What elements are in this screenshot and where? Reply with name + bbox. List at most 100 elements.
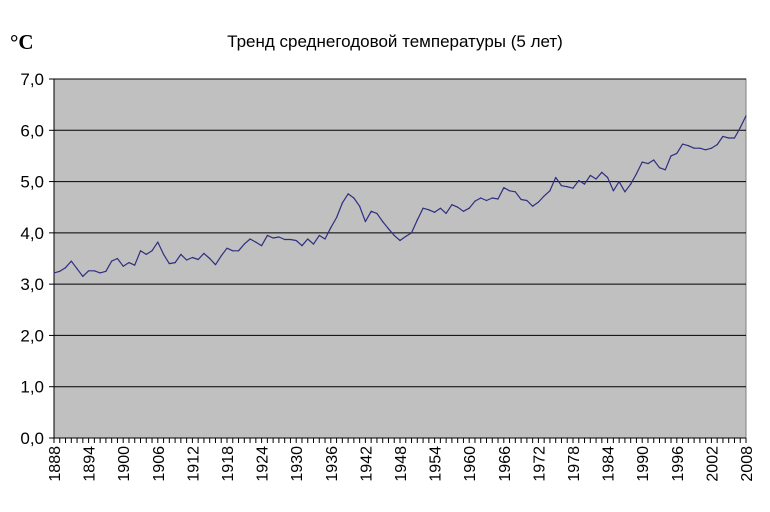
- y-tick-label: 4,0: [20, 224, 44, 243]
- data-point: [145, 253, 147, 255]
- data-point: [111, 260, 113, 262]
- data-point: [537, 201, 540, 203]
- data-point: [503, 187, 505, 189]
- data-point: [284, 238, 286, 241]
- data-point: [105, 270, 107, 272]
- data-point: [139, 250, 142, 252]
- data-point: [168, 263, 170, 265]
- data-point: [318, 234, 320, 237]
- x-tick-label: 1960: [462, 446, 479, 482]
- data-point: [601, 171, 603, 173]
- x-tick-label: 1978: [566, 446, 583, 482]
- x-tick-label: 2002: [704, 446, 721, 482]
- data-point: [722, 135, 724, 138]
- data-point: [681, 143, 684, 145]
- data-point: [457, 206, 459, 208]
- data-point: [739, 127, 741, 129]
- data-point: [624, 191, 626, 193]
- data-point: [647, 163, 649, 165]
- x-tick-label: 1936: [324, 446, 341, 482]
- data-point: [705, 149, 707, 151]
- data-point: [607, 176, 609, 179]
- data-point: [428, 209, 430, 211]
- data-point: [370, 210, 372, 212]
- data-point: [364, 220, 366, 223]
- data-point: [174, 262, 176, 264]
- data-point: [214, 264, 217, 266]
- data-point: [716, 144, 718, 146]
- data-point: [197, 258, 199, 261]
- data-point: [209, 257, 211, 260]
- data-point: [162, 253, 165, 255]
- y-tick-label: 1,0: [20, 378, 44, 397]
- data-point: [335, 216, 338, 219]
- data-point: [341, 202, 343, 204]
- data-point: [405, 235, 407, 238]
- data-point: [312, 243, 315, 245]
- data-point: [272, 237, 274, 239]
- data-point: [653, 159, 655, 161]
- data-point: [462, 210, 465, 212]
- data-point: [434, 211, 436, 213]
- chart-title: Тренд среднегодовой температуры (5 лет): [227, 32, 563, 51]
- data-point: [699, 147, 701, 149]
- x-tick-label: 1996: [670, 446, 687, 482]
- x-tick-label: 1924: [255, 446, 272, 482]
- data-point: [226, 247, 228, 249]
- data-point: [416, 219, 418, 221]
- data-point: [191, 256, 193, 259]
- data-point: [497, 198, 499, 200]
- data-point: [157, 241, 159, 243]
- y-tick-label: 0,0: [20, 429, 44, 448]
- data-point: [237, 250, 240, 252]
- data-point: [543, 195, 545, 197]
- data-point: [555, 176, 557, 179]
- x-tick-label: 1954: [428, 446, 445, 482]
- plot-area: [53, 78, 747, 439]
- data-point: [151, 250, 153, 252]
- data-point: [583, 183, 586, 185]
- x-tick-label: 1906: [151, 446, 168, 482]
- data-point: [324, 238, 326, 240]
- data-point: [468, 207, 470, 209]
- data-point: [728, 137, 730, 139]
- data-point: [53, 272, 55, 274]
- data-point: [618, 180, 620, 183]
- data-point: [88, 270, 90, 272]
- data-point: [595, 178, 597, 180]
- x-tick-label: 1984: [601, 446, 618, 482]
- data-point: [266, 234, 268, 237]
- data-point: [255, 241, 257, 243]
- data-point: [295, 239, 297, 242]
- data-point: [532, 205, 534, 207]
- data-point: [670, 155, 672, 157]
- data-point: [439, 207, 441, 209]
- data-point: [128, 262, 130, 264]
- y-tick-label: 2,0: [20, 326, 44, 345]
- x-tick-label: 1888: [47, 446, 64, 482]
- data-point: [116, 257, 119, 260]
- data-point: [664, 169, 666, 171]
- data-point: [59, 270, 61, 272]
- data-point: [387, 228, 390, 230]
- data-point: [578, 179, 580, 182]
- data-point: [658, 167, 661, 169]
- data-point: [99, 272, 101, 274]
- data-point: [589, 174, 591, 177]
- data-point: [676, 152, 678, 154]
- data-point: [278, 236, 280, 238]
- data-point: [93, 270, 95, 272]
- data-point: [445, 212, 447, 214]
- data-point: [733, 137, 736, 139]
- data-point: [382, 220, 384, 223]
- x-tick-label: 1912: [185, 446, 202, 482]
- data-point: [630, 183, 632, 185]
- data-point: [301, 245, 303, 247]
- data-point: [203, 252, 205, 254]
- data-point: [635, 173, 638, 175]
- data-point: [289, 238, 292, 241]
- x-tick-label: 1972: [531, 446, 548, 482]
- data-point: [508, 190, 511, 192]
- y-tick-label: 3,0: [20, 275, 44, 294]
